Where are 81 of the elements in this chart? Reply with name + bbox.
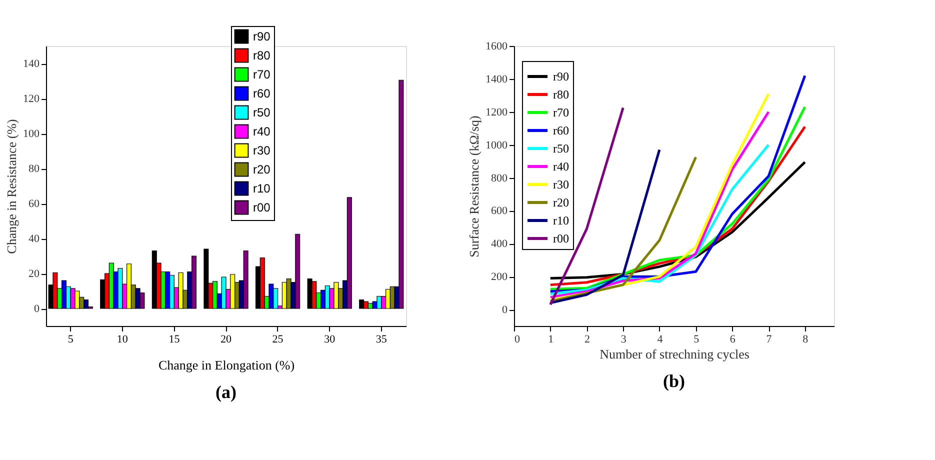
x-tick-label: 1 [548,334,554,346]
legend-label: r20 [553,196,569,210]
bar [324,285,330,309]
x-tick-label: 25 [272,334,284,346]
x-tick-label: 30 [324,334,336,346]
x-tick-label: 6 [730,334,736,346]
bar [359,299,364,309]
x-tick-label: 7 [766,334,772,346]
y-tick-label: 1000 [486,139,508,152]
legend-label: r50 [253,106,271,120]
y-tick-label: 800 [491,172,508,184]
bar [108,262,114,309]
legend-label: r60 [553,124,569,138]
legend-label: r90 [553,70,569,84]
legend-label: r20 [253,162,271,176]
x-tick-label: 8 [802,334,809,346]
x-tick-label: 2 [584,334,590,346]
y-tick-label: 20 [28,268,40,280]
bar [398,80,404,309]
bar [260,257,265,309]
y-axis-title: Surface Resistance (kΩ/sq) [466,116,482,258]
y-tick-label: 100 [23,128,40,140]
y-tick-label: 0 [34,303,40,315]
x-tick-label: 5 [694,334,700,346]
bar [243,250,248,309]
bar [390,286,395,309]
legend-label: r00 [553,232,569,246]
y-tick-label: 0 [502,304,508,316]
x-tick-label: 0 [514,334,520,346]
bar [268,284,274,309]
bar [363,301,368,309]
legend-label: r30 [553,178,569,192]
y-tick-label: 400 [491,238,508,250]
y-tick-label: 1400 [486,73,508,86]
bar [312,281,317,309]
x-axis-title: Change in Elongation (%) [158,358,295,372]
bar [178,272,184,309]
line-series [549,156,698,303]
y-tick-label: 200 [491,271,508,284]
bar [140,292,145,309]
x-tick-label: 4 [657,334,664,346]
x-tick-label: 5 [68,334,74,346]
legend-label: r70 [553,106,569,120]
bar [212,281,218,309]
y-tick-label: 60 [28,198,40,210]
y-tick-label: 80 [28,163,40,175]
y-axis-title: Change in Resistance (%) [4,119,19,254]
legend-label: r70 [253,68,271,82]
legend-label: r10 [553,214,569,228]
legend-label: r50 [553,142,569,156]
bar [118,268,123,309]
legend-label: r90 [253,30,271,44]
x-tick-label: 3 [620,334,627,346]
y-tick-label: 1200 [486,106,508,118]
legend-label: r40 [553,160,569,174]
text: (b) [663,371,686,391]
bar [346,197,352,309]
legend-label: r80 [553,88,569,102]
legend-label: r00 [253,200,271,214]
legend-label: r60 [253,86,271,100]
y-tick-label: 120 [23,93,40,105]
legend-label: r40 [253,124,271,138]
bar [368,302,373,309]
x-axis-title: Number of strechning cycles [600,346,750,362]
bar [334,282,339,309]
bar [52,272,58,309]
x-tick-label: 35 [376,334,388,346]
y-tick-label: 140 [23,58,40,70]
bar [376,296,382,309]
bar [74,290,80,309]
x-tick-label: 10 [116,334,128,346]
y-tick-label: 1600 [486,40,508,52]
y-tick-label: 40 [28,233,40,245]
x-tick-label: 15 [168,334,180,346]
text: (a) [216,382,236,402]
x-tick-label: 20 [220,334,232,346]
bar [204,248,209,309]
y-tick-label: 600 [491,205,508,218]
legend-label: r80 [253,48,271,62]
legend-label: r10 [253,182,271,196]
legend-label: r30 [253,144,271,158]
